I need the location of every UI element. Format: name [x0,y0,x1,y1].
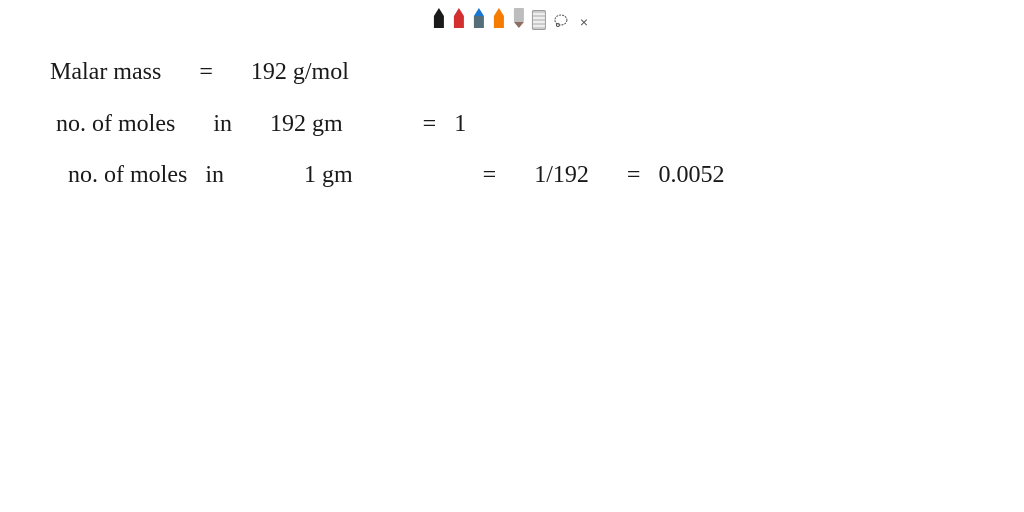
text-mass-1g: 1 gm [304,153,353,199]
whiteboard-toolbar: × [432,6,592,30]
text-equals: = [199,50,213,96]
text-in: in [205,153,224,199]
pen-black-icon[interactable] [432,8,446,30]
line-moles-192: no. of moles in 192 gm = 1 [50,102,974,148]
text-moles-1: 1 [454,102,466,148]
pen-red-icon[interactable] [452,8,466,30]
pen-orange-icon[interactable] [492,8,506,30]
text-result: 0.0052 [658,153,724,199]
lasso-icon[interactable] [552,12,570,30]
line-moles-1g: no. of moles in 1 gm = 1/192 = 0.0052 [50,153,974,199]
text-molar-mass-label: Malar mass [50,50,161,96]
text-equals: = [483,153,497,199]
text-no-of-moles: no. of moles [56,102,175,148]
text-fraction: 1/192 [534,153,589,199]
text-in: in [213,102,232,148]
line-molar-mass: Malar mass = 192 g/mol [50,50,974,96]
text-mass-192: 192 gm [270,102,343,148]
text-equals: = [627,153,641,199]
text-molar-mass-value: 192 g/mol [251,50,349,96]
pencil-light-icon[interactable] [512,8,526,30]
text-equals: = [423,102,437,148]
text-no-of-moles: no. of moles [68,153,187,199]
pen-blue-icon[interactable] [472,8,486,30]
eraser-icon[interactable] [532,10,546,30]
handwriting-canvas: Malar mass = 192 g/mol no. of moles in 1… [50,50,974,205]
close-icon[interactable]: × [576,14,592,30]
